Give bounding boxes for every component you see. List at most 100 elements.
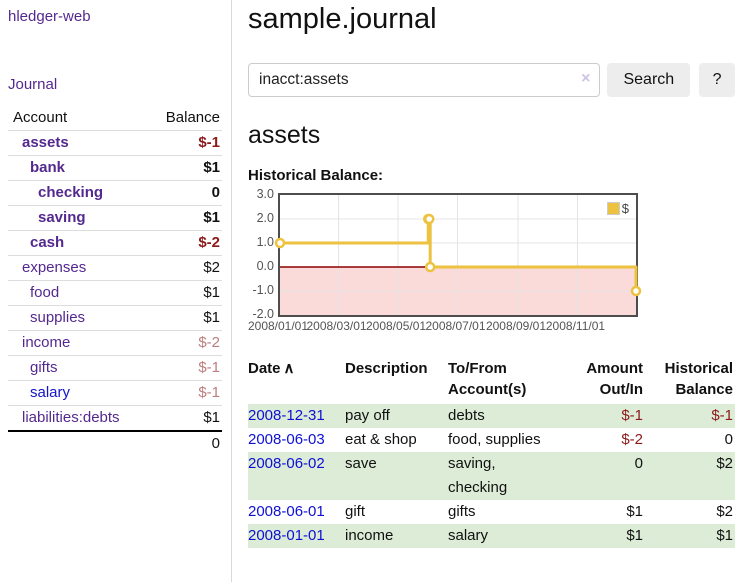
transaction-date-link[interactable]: 2008-01-01: [248, 527, 325, 544]
search-input[interactable]: [248, 63, 601, 97]
account-row: saving $1: [8, 205, 222, 231]
transaction-date-link[interactable]: 2008-06-01: [248, 503, 325, 520]
account-table-header: Account Balance: [8, 106, 222, 131]
y-tick-label: 0.0: [256, 259, 274, 273]
accounts-total-value: 0: [150, 430, 222, 456]
register-row: 2008-06-02 save saving, checking 0 $2: [248, 452, 735, 500]
description-column-header: Description: [345, 360, 428, 377]
search-button[interactable]: Search: [607, 63, 691, 97]
account-row: gifts $-1: [8, 355, 222, 381]
account-balance: $-1: [150, 380, 222, 406]
account-link-expenses[interactable]: expenses: [22, 259, 87, 276]
transaction-date-link[interactable]: 2008-06-02: [248, 455, 325, 472]
register-table: Date ∧ Description To/From Account(s) Amo…: [248, 358, 735, 548]
account-row: supplies $1: [8, 305, 222, 331]
amount-column-header: Amount Out/In: [586, 360, 643, 398]
account-balance: 0: [150, 180, 222, 206]
account-link-saving[interactable]: saving: [38, 209, 86, 226]
y-tick-label: 3.0: [256, 187, 274, 201]
account-link-bank[interactable]: bank: [30, 159, 66, 176]
chart-legend: $: [606, 201, 629, 216]
account-link-gifts[interactable]: gifts: [30, 359, 58, 376]
chart-plot-area: $: [274, 193, 642, 317]
register-row: 2008-01-01 income salary $1 $1: [248, 524, 735, 548]
account-balance: $2: [150, 255, 222, 281]
x-tick-label: 2008/03/01: [306, 319, 367, 333]
account-column-header: Account: [8, 106, 151, 131]
balance-column-header: Balance: [150, 106, 222, 131]
accounts-column-header: To/From Account(s): [448, 360, 527, 398]
account-row: checking 0: [8, 180, 222, 206]
account-balance: $1: [150, 280, 222, 306]
transaction-balance: $-1: [711, 407, 733, 424]
account-row: assets $-1: [8, 130, 222, 156]
main-content: sample.journal × Search ? assets Histori…: [233, 0, 742, 582]
transaction-balance: $1: [716, 527, 733, 544]
transaction-balance: $2: [716, 455, 733, 472]
chart-y-axis-labels: 3.0 2.0 1.0 0.0 -1.0 -2.0: [246, 187, 274, 321]
transaction-balance: $2: [716, 503, 733, 520]
transaction-accounts: gifts: [448, 503, 476, 520]
account-link-liabilities-debts[interactable]: liabilities:debts: [22, 409, 120, 426]
legend-swatch-icon: [606, 202, 620, 215]
historical-balance-chart: 3.0 2.0 1.0 0.0 -1.0 -2.0 $ 2008/01/01 2008/03…: [248, 187, 642, 336]
help-button[interactable]: ?: [699, 63, 735, 97]
account-row: salary $-1: [8, 380, 222, 406]
account-balance: $-2: [150, 230, 222, 256]
account-row: cash $-2: [8, 230, 222, 256]
chart-heading: Historical Balance:: [248, 167, 384, 184]
account-link-checking[interactable]: checking: [38, 184, 104, 201]
register-row: 2008-12-31 pay off debts $-1 $-1: [248, 404, 735, 428]
account-row: bank $1: [8, 155, 222, 181]
account-link-income[interactable]: income: [22, 334, 71, 351]
account-balance: $1: [150, 405, 222, 432]
account-balance-table: Account Balance assets $-1 bank $1 check…: [8, 106, 222, 456]
clear-search-icon[interactable]: ×: [581, 70, 591, 87]
transaction-amount: $-2: [621, 431, 643, 448]
register-row: 2008-06-01 gift gifts $1 $2: [248, 500, 735, 524]
x-tick-label: 2008/05/01: [365, 319, 427, 333]
page-title: sample.journal: [248, 3, 437, 35]
chart-x-axis-labels: 2008/01/01 2008/03/01 2008/05/01 2008/07/01…: [248, 319, 638, 336]
sort-ascending-icon: ∧: [283, 360, 295, 377]
date-column-header[interactable]: Date ∧: [248, 360, 295, 377]
account-heading: assets: [248, 121, 321, 149]
register-row: 2008-06-03 eat & shop food, supplies $-2…: [248, 428, 735, 452]
sidebar-item-journal[interactable]: Journal: [8, 76, 58, 93]
transaction-balance: 0: [724, 431, 733, 448]
transaction-description: pay off: [345, 407, 390, 424]
transaction-amount: $1: [626, 503, 643, 520]
transaction-description: save: [345, 455, 377, 472]
register-header-row: Date ∧ Description To/From Account(s) Amo…: [248, 358, 735, 404]
account-balance: $-1: [150, 130, 222, 156]
account-balance: $-1: [150, 355, 222, 381]
y-tick-label: -2.0: [252, 307, 274, 321]
transaction-accounts: food, supplies: [448, 431, 541, 448]
transaction-amount: 0: [634, 455, 643, 472]
account-row: food $1: [8, 280, 222, 306]
accounts-total-row: 0: [8, 430, 222, 456]
account-link-salary[interactable]: salary: [30, 384, 71, 401]
transaction-description: income: [345, 527, 394, 544]
transaction-amount: $1: [626, 527, 643, 544]
account-balance: $1: [150, 205, 222, 231]
y-tick-label: 1.0: [256, 235, 274, 249]
legend-label: $: [621, 201, 629, 216]
balance-column-header: Historical Balance: [664, 360, 733, 398]
app-title-link[interactable]: hledger-web: [8, 8, 91, 25]
account-link-food[interactable]: food: [30, 284, 60, 301]
chart-plot-svg: [274, 195, 642, 315]
transaction-date-link[interactable]: 2008-12-31: [248, 407, 325, 424]
x-tick-label: 2008/01/01: [247, 319, 309, 333]
account-row: income $-2: [8, 330, 222, 356]
account-balance: $-2: [150, 330, 222, 356]
transaction-date-link[interactable]: 2008-06-03: [248, 431, 325, 448]
account-row: liabilities:debts $1: [8, 405, 222, 432]
search-form: × Search ?: [248, 63, 735, 97]
account-balance: $1: [150, 155, 222, 181]
account-link-supplies[interactable]: supplies: [30, 309, 86, 326]
transaction-accounts: salary: [448, 527, 489, 544]
account-link-assets[interactable]: assets: [22, 134, 69, 151]
x-tick-label: 2008/11/01: [545, 319, 606, 333]
account-link-cash[interactable]: cash: [30, 234, 65, 251]
